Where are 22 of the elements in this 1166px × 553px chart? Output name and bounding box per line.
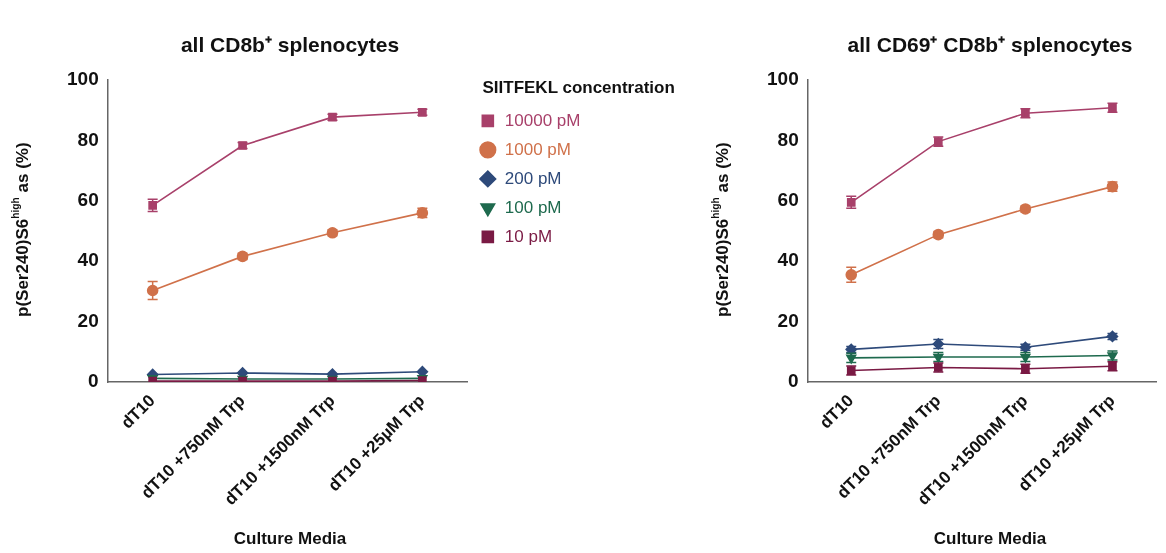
x-axis-title: Culture Media [932, 529, 1048, 549]
x-axis-title: Culture Media [232, 529, 348, 549]
y-tick-label: 0 [88, 370, 99, 392]
chart-title: all CD8b⁺ splenocytes [179, 32, 401, 58]
y-tick-label: 60 [777, 189, 799, 211]
legend-label: 100 pM [504, 197, 562, 217]
y-tick-label: 0 [788, 370, 799, 392]
chart-title: all CD69⁺ CD8b⁺ splenocytes [846, 32, 1134, 58]
legend-label: 10 pM [504, 226, 553, 246]
y-tick-label: 80 [77, 128, 99, 150]
y-tick-label: 100 [67, 68, 99, 90]
y-tick-label: 60 [77, 189, 99, 211]
legend-label: 200 pM [504, 168, 562, 188]
y-tick-label: 20 [777, 309, 799, 331]
legend-title: SIITFEKL concentration [482, 78, 675, 98]
legend-label: 10000 pM [504, 110, 581, 130]
y-tick-label: 20 [77, 309, 99, 331]
y-tick-label: 80 [777, 128, 799, 150]
legend-label: 1000 pM [504, 139, 571, 159]
y-tick-label: 40 [777, 249, 799, 271]
y-tick-label: 40 [77, 249, 99, 271]
y-tick-label: 100 [767, 68, 799, 90]
